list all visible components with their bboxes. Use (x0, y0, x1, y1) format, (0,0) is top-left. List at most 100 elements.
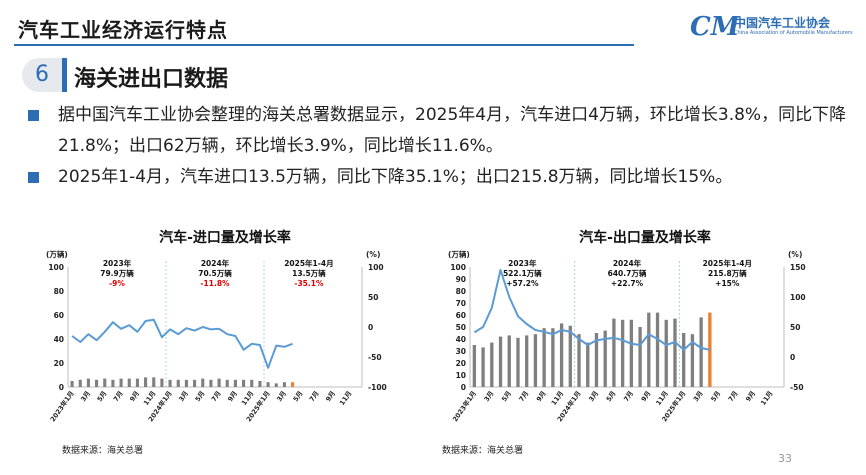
bar (193, 379, 197, 387)
y-tick-label: 30 (456, 347, 466, 356)
annotation-year: 2024年 (613, 258, 642, 268)
bar (647, 312, 651, 387)
annotation-value: 13.5万辆 (292, 268, 326, 278)
y2-tick-label: -50 (368, 353, 382, 362)
x-tick-label: 5月 (500, 390, 513, 404)
bar (209, 379, 213, 387)
chart-title: 汽车-进口量及增长率 (159, 230, 291, 246)
bar (664, 319, 668, 387)
chart-svg: 0 10 20 30 40 50 60 70 80 90 100 -50 0 50 100 150 (万辆) (%… (448, 249, 806, 423)
y-tick-label: 60 (456, 311, 466, 320)
annotation-rate: +22.7% (611, 279, 644, 288)
bar (160, 378, 164, 387)
bar (233, 379, 237, 387)
x-tick-label: 5月 (605, 390, 618, 404)
bar (551, 328, 555, 387)
x-tick-label: 5月 (194, 390, 207, 404)
page-number: 33 (778, 452, 792, 465)
y-tick-label: 80 (456, 287, 466, 296)
annotation-value: 70.5万辆 (198, 268, 232, 278)
y-tick-label: 80 (54, 287, 64, 296)
y2-tick-label: -100 (368, 383, 387, 392)
bar (472, 345, 477, 387)
bar (516, 337, 520, 387)
bar (690, 334, 695, 387)
chart-title: 汽车-出口量及增长率 (579, 230, 711, 246)
slide-header: 汽车工业经济运行特点 CM 中国汽车工业协会 China Association… (0, 0, 866, 50)
x-tick-label: 5月 (96, 390, 109, 404)
bar (291, 382, 295, 387)
annotation-year: 2025年1-4月 (703, 258, 752, 268)
x-tick-label: 11月 (759, 390, 774, 407)
x-tick-label: 11月 (654, 390, 669, 407)
y-tick-label: 10 (456, 371, 466, 380)
bar (568, 325, 572, 387)
bar (78, 379, 82, 387)
y-unit-label: (万辆) (46, 249, 68, 259)
x-tick-label: 9月 (640, 390, 653, 404)
x-tick-label: 11月 (240, 390, 255, 407)
x-tick-label: 9月 (324, 390, 337, 404)
x-tick-label: 2023年1月 (48, 389, 76, 423)
bar (135, 378, 139, 387)
x-tick-label: 7月 (517, 390, 530, 404)
y-tick-label: 40 (456, 335, 466, 344)
y-tick-label: 70 (456, 299, 466, 308)
x-tick-label: 2023年1月 (450, 389, 478, 423)
bar (498, 336, 503, 387)
bar (638, 327, 642, 387)
section-number: 6 (22, 58, 62, 92)
annotation-year: 2023年 (103, 258, 132, 268)
export-chart: 汽车-出口量及增长率 0 10 20 30 40 50 60 70 80 90 100 -50 0 50 1… (440, 225, 850, 460)
x-tick-label: 3月 (692, 390, 705, 404)
bar (266, 382, 270, 387)
y2-tick-label: 100 (368, 263, 384, 272)
bar (86, 378, 90, 387)
bar (282, 382, 286, 387)
x-tick-label: 11月 (338, 390, 353, 407)
x-tick-label: 3月 (483, 390, 496, 404)
logo-chinese-name: 中国汽车工业协会 (734, 16, 831, 30)
section-heading: 6 海关进出口数据 (22, 58, 322, 92)
y-tick-label: 50 (456, 323, 466, 332)
logo-mark: CM (690, 12, 740, 42)
x-tick-label: 5月 (709, 390, 722, 404)
y-tick-label: 60 (54, 311, 64, 320)
y-tick-label: 40 (54, 335, 64, 344)
import-chart: 汽车-进口量及增长率 0 20 40 60 80 100 -100 -50 0 50 100 (万辆)… (20, 225, 430, 460)
x-tick-label: 7月 (727, 390, 740, 404)
bullet-square-icon (28, 110, 39, 121)
y2-tick-label: 50 (790, 323, 800, 332)
bar (507, 335, 511, 387)
bar (242, 379, 246, 387)
caam-logo: CM 中国汽车工业协会 China Association of Automob… (690, 10, 853, 44)
bar (673, 318, 677, 387)
x-tick-label: 3月 (587, 390, 600, 404)
bar (225, 379, 229, 387)
bullet-text: 据中国汽车工业协会整理的海关总署数据显示，2025年4月，汽车进口4万辆，环比增… (58, 105, 847, 156)
x-tick-label: 7月 (622, 390, 635, 404)
growth-rate-line (473, 269, 711, 351)
x-tick-label: 3月 (177, 390, 190, 404)
bar (184, 379, 188, 387)
y-tick-label: 90 (456, 275, 466, 284)
slide-title: 汽车工业经济运行特点 (18, 18, 228, 42)
bar (217, 378, 221, 387)
bar (490, 342, 494, 387)
bar (629, 319, 634, 387)
bar (152, 377, 156, 387)
y2-tick-label: 0 (368, 323, 373, 332)
annotation-year: 2023年 (508, 258, 537, 268)
x-tick-label: 9月 (226, 390, 239, 404)
annotation-rate: -35.1% (294, 279, 324, 288)
x-tick-label: 5月 (292, 390, 305, 404)
y-tick-label: 0 (461, 383, 466, 392)
growth-rate-line (71, 318, 293, 369)
bar (559, 323, 564, 387)
y2-tick-label: 0 (790, 353, 795, 362)
y2-tick-label: 50 (368, 293, 378, 302)
x-tick-label: 11月 (142, 390, 157, 407)
bullet-list: 据中国汽车工业协会整理的海关总署数据显示，2025年4月，汽车进口4万辆，环比增… (28, 100, 848, 193)
export-chart-source: 数据来源：海关总署 (442, 446, 524, 456)
